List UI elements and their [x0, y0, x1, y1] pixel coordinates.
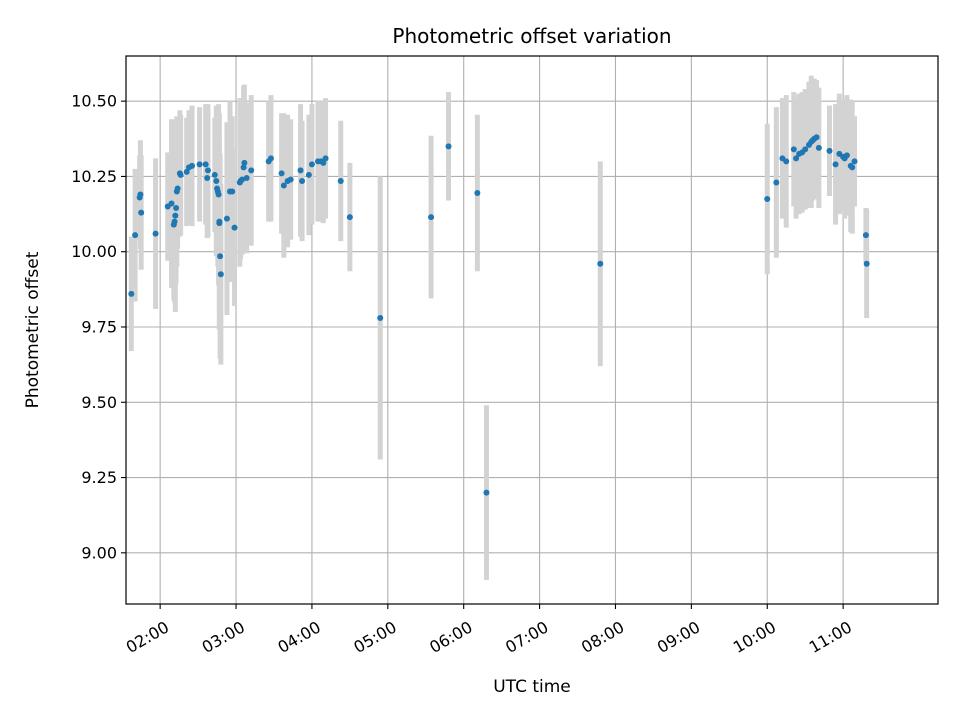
data-point — [308, 161, 315, 168]
data-point — [204, 167, 211, 174]
data-point — [213, 177, 220, 184]
data-points — [128, 134, 870, 496]
data-point — [299, 177, 306, 184]
data-point — [764, 196, 771, 203]
data-point — [445, 143, 452, 150]
data-point — [813, 134, 820, 141]
data-point — [241, 159, 248, 166]
data-point — [843, 152, 850, 159]
data-point — [280, 182, 287, 189]
data-point — [832, 161, 839, 168]
data-point — [183, 168, 190, 175]
data-point — [783, 158, 790, 165]
data-point — [171, 218, 178, 225]
data-point — [863, 260, 870, 267]
data-point — [217, 253, 224, 260]
y-tick-label: 10.25 — [71, 167, 117, 186]
data-point — [174, 185, 181, 192]
data-point — [815, 144, 822, 151]
x-axis-label: UTC time — [493, 677, 571, 697]
data-point — [320, 159, 327, 166]
data-point — [322, 155, 329, 162]
data-point — [287, 176, 294, 183]
data-point — [173, 205, 180, 212]
data-point — [223, 215, 230, 222]
data-point — [177, 171, 184, 178]
data-point — [851, 158, 858, 165]
data-point — [773, 179, 780, 186]
data-point — [428, 214, 435, 221]
data-point — [483, 489, 490, 496]
data-point — [377, 314, 384, 321]
data-point — [346, 214, 353, 221]
data-point — [137, 191, 144, 198]
data-point — [216, 220, 223, 227]
data-point — [802, 146, 809, 153]
data-point — [297, 167, 304, 174]
y-axis-label: Photometric offset — [23, 251, 43, 408]
data-point — [196, 161, 203, 168]
plot-frame — [125, 55, 939, 605]
data-point — [862, 232, 869, 239]
y-tick-label: 10.00 — [71, 242, 117, 261]
data-point — [474, 190, 481, 196]
data-point — [597, 260, 604, 267]
data-point — [211, 171, 218, 178]
data-point — [204, 174, 211, 181]
data-point — [239, 176, 246, 183]
data-point — [305, 171, 312, 178]
data-point — [278, 170, 285, 177]
data-point — [243, 174, 250, 181]
data-point — [128, 290, 135, 297]
data-point — [793, 155, 800, 162]
data-point — [217, 271, 224, 278]
data-point — [267, 155, 274, 162]
data-point — [231, 224, 238, 231]
data-point — [248, 167, 255, 174]
data-point — [138, 209, 145, 216]
data-point — [215, 191, 222, 198]
y-tick-label: 9.50 — [81, 393, 117, 412]
data-point — [337, 177, 344, 184]
data-point — [826, 147, 833, 154]
chart-title: Photometric offset variation — [392, 24, 671, 48]
data-point — [240, 164, 247, 171]
data-point — [790, 146, 797, 153]
y-tick-label: 10.50 — [71, 92, 117, 111]
data-point — [849, 164, 856, 171]
data-point — [152, 230, 159, 237]
data-point — [202, 161, 209, 168]
y-tick-label: 9.00 — [81, 543, 117, 562]
data-point — [132, 232, 139, 239]
data-point — [189, 162, 196, 169]
data-point — [168, 200, 175, 207]
y-tick-label: 9.25 — [81, 468, 117, 487]
y-tick-label: 9.75 — [81, 317, 117, 336]
data-point — [172, 212, 179, 219]
data-point — [229, 188, 236, 195]
